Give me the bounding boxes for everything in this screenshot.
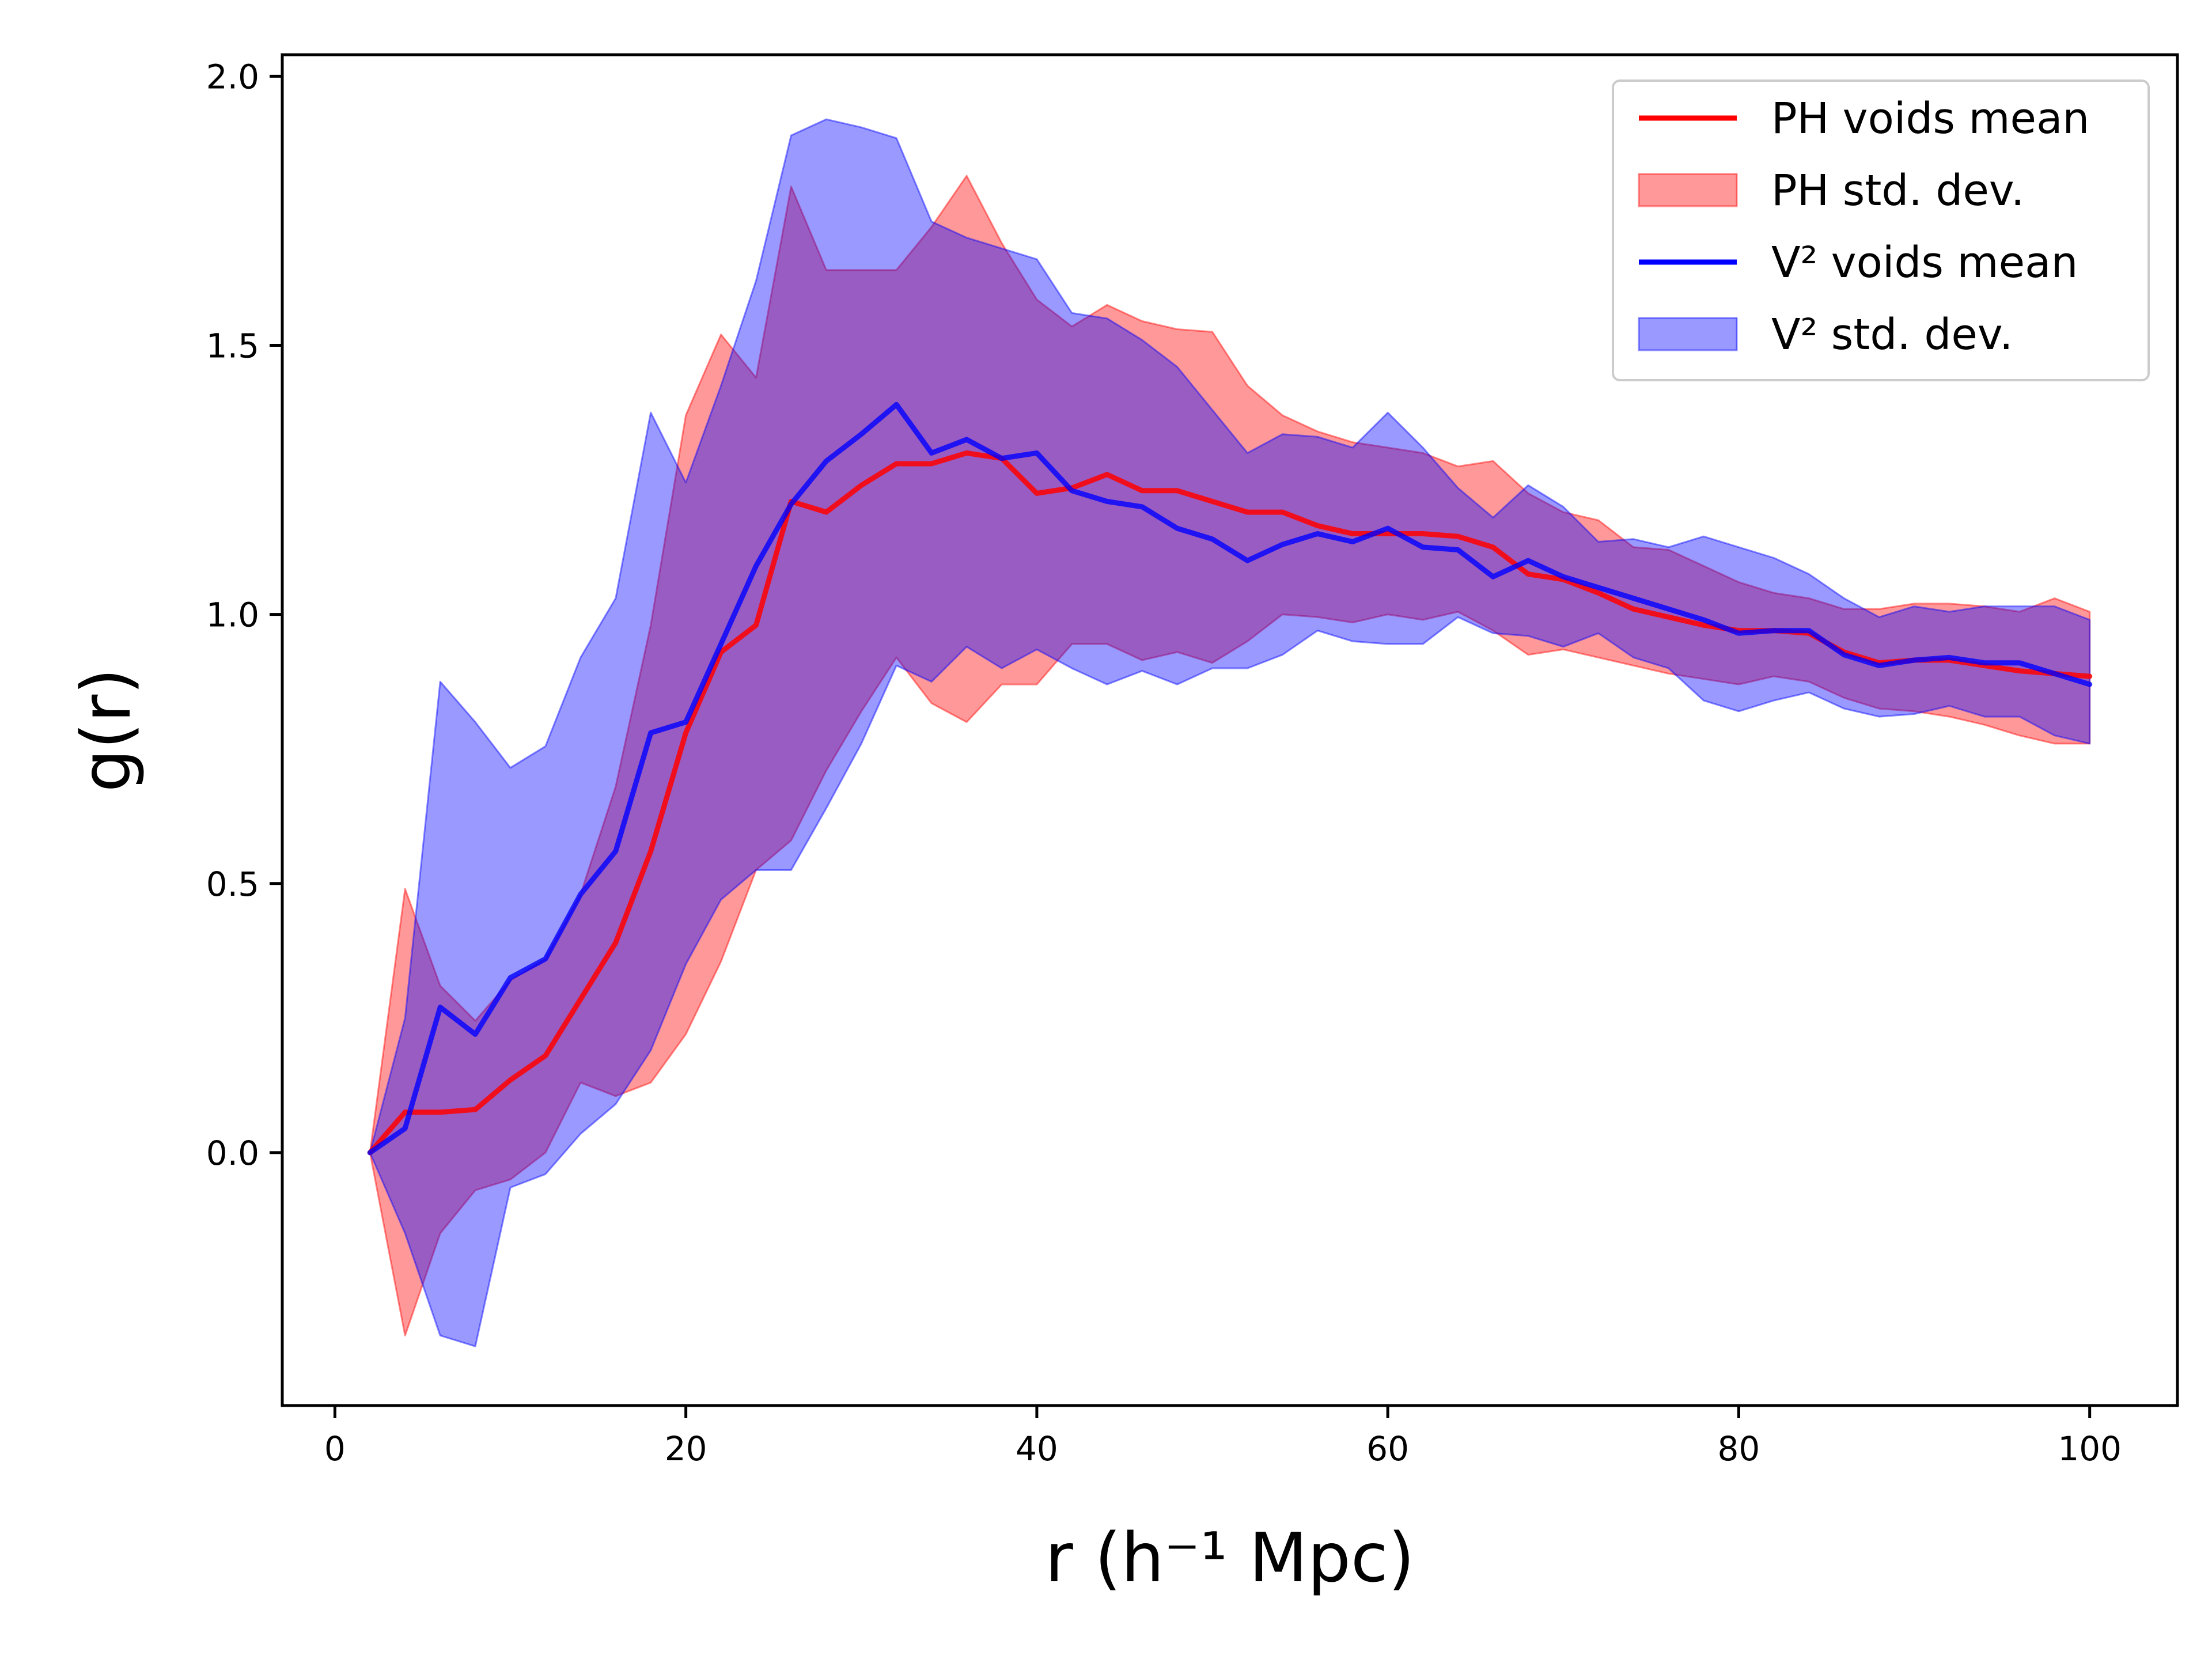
- x-tick-label: 40: [1016, 1429, 1058, 1468]
- y-tick-label: 2.0: [206, 57, 259, 96]
- x-tick-label: 60: [1366, 1429, 1409, 1468]
- x-tick-label: 20: [665, 1429, 707, 1468]
- legend-entry-label: PH std. dev.: [1771, 166, 2024, 215]
- y-tick-label: 0.0: [206, 1134, 259, 1173]
- y-ticks: 0.0 0.5 1.0 1.5 2.0: [206, 57, 282, 1173]
- x-axis-label: r (h⁻¹ Mpc): [1045, 1518, 1415, 1597]
- axis-labels: r (h⁻¹ Mpc) g(r): [66, 668, 1415, 1597]
- legend-entry-label: V² voids mean: [1771, 238, 2078, 287]
- y-axis-label: g(r): [66, 668, 146, 793]
- mean-lines: [367, 402, 2093, 1156]
- plot-frame: [281, 53, 2179, 1407]
- x-ticks: 0 20 40 60 80 100: [324, 1406, 2122, 1468]
- legend-entry-label: V² std. dev.: [1771, 310, 2013, 359]
- x-tick-label: 100: [2058, 1429, 2122, 1468]
- x-tick-label: 80: [1718, 1429, 1760, 1468]
- legend-entry-label: PH voids mean: [1771, 94, 2089, 143]
- mean-line-1: [367, 402, 2093, 1156]
- y-tick-label: 1.5: [206, 327, 259, 366]
- legend-box: [1612, 79, 2150, 381]
- legend-patch-swatch: [1638, 173, 1738, 207]
- y-tick-label: 1.0: [206, 596, 259, 635]
- legend: PH voids mean PH std. dev. V² voids mean V²…: [1612, 79, 2150, 381]
- legend-patch-swatch: [1638, 317, 1738, 351]
- x-tick-label: 0: [324, 1429, 346, 1468]
- y-tick-label: 0.5: [206, 865, 259, 904]
